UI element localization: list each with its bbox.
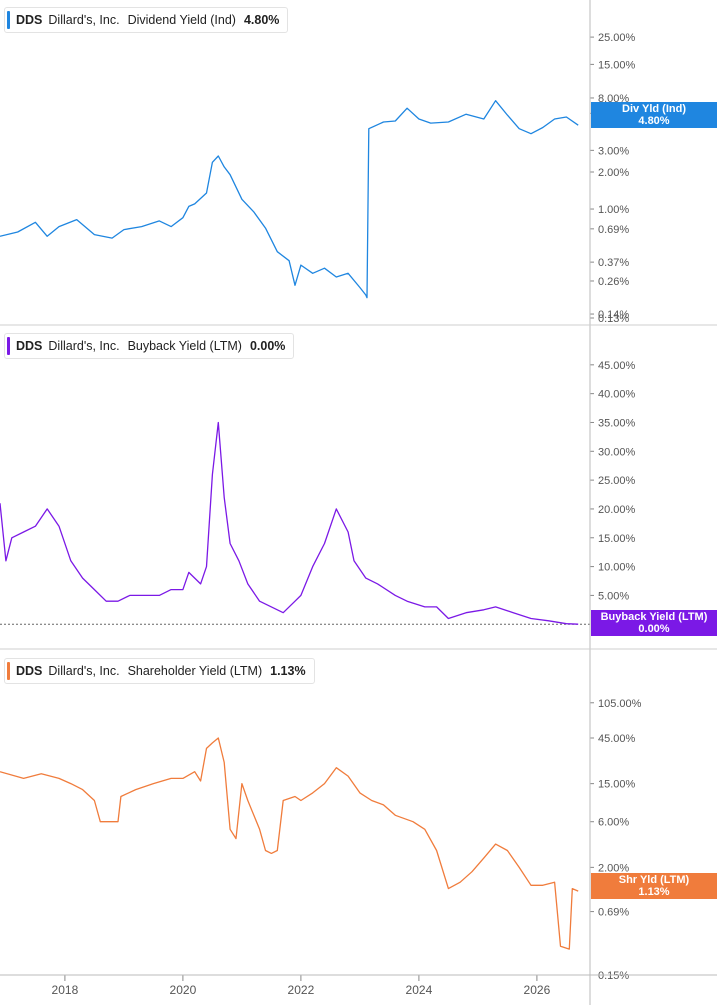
- x-tick-label: 2026: [524, 983, 551, 997]
- legend-ticker: DDS: [16, 13, 43, 27]
- tag-label: Shr Yld (LTM): [618, 874, 690, 886]
- tag-value: 4.80%: [638, 115, 670, 127]
- legend-ticker: DDS: [16, 664, 43, 678]
- y-tick-label: 20.00%: [598, 504, 636, 516]
- y-tick-label: 40.00%: [598, 389, 636, 401]
- series-line-buyback: [0, 421, 579, 625]
- y-tick-label: 0.15%: [598, 970, 629, 982]
- tag-label: Buyback Yield (LTM): [600, 611, 708, 623]
- y-tick-label: 8.00%: [598, 93, 629, 105]
- legend-color-bar: [7, 11, 10, 29]
- y-tick-label: 3.00%: [598, 145, 629, 157]
- legend-value: 4.80%: [243, 13, 280, 27]
- last-value-tag-dividend: Div Yld (Ind) 4.80%: [591, 102, 717, 128]
- tag-value: 1.13%: [638, 886, 670, 898]
- x-tick-label: 2018: [52, 983, 79, 997]
- y-tick-label: 15.00%: [598, 779, 636, 791]
- x-tick-label: 2020: [170, 983, 197, 997]
- y-tick-label: 25.00%: [598, 475, 636, 487]
- y-tick-label: 15.00%: [598, 59, 636, 71]
- legend-company: Dillard's, Inc.: [48, 664, 120, 678]
- y-tick-label: 45.00%: [598, 360, 636, 372]
- x-tick-label: 2024: [406, 983, 433, 997]
- last-value-tag-shareholder: Shr Yld (LTM) 1.13%: [591, 873, 717, 899]
- y-tick-label: 105.00%: [598, 698, 642, 710]
- y-tick-label: 35.00%: [598, 417, 636, 429]
- legend-metric: Buyback Yield (LTM): [127, 339, 242, 353]
- y-tick-label: 6.00%: [598, 817, 629, 829]
- y-tick-label: 15.00%: [598, 533, 636, 545]
- y-tick-label: 0.14%: [598, 309, 629, 321]
- legend-ticker: DDS: [16, 339, 43, 353]
- y-tick-label: 0.69%: [598, 224, 629, 236]
- y-tick-label: 0.69%: [598, 907, 629, 919]
- tag-value: 0.00%: [638, 623, 670, 635]
- y-tick-label: 2.00%: [598, 167, 629, 179]
- y-tick-label: 1.00%: [598, 204, 629, 216]
- series-line-dividend: [0, 100, 579, 299]
- legend-company: Dillard's, Inc.: [48, 339, 120, 353]
- legend-buyback[interactable]: DDS Dillard's, Inc. Buyback Yield (LTM) …: [4, 333, 295, 359]
- legend-metric: Dividend Yield (Ind): [127, 13, 236, 27]
- y-tick-label: 25.00%: [598, 32, 636, 44]
- legend-value: 0.00%: [249, 339, 286, 353]
- legend-value: 1.13%: [270, 664, 306, 678]
- x-tick-label: 2022: [288, 983, 315, 997]
- y-tick-label: 10.00%: [598, 562, 636, 574]
- legend-color-bar: [7, 337, 10, 355]
- y-tick-label: 0.37%: [598, 257, 629, 269]
- y-tick-label: 2.00%: [598, 862, 629, 874]
- legend-shareholder[interactable]: DDS Dillard's, Inc. Shareholder Yield (L…: [4, 658, 315, 684]
- last-value-tag-buyback: Buyback Yield (LTM) 0.00%: [591, 610, 717, 636]
- y-tick-label: 0.26%: [598, 276, 629, 288]
- legend-color-bar: [7, 662, 10, 680]
- legend-dividend[interactable]: DDS Dillard's, Inc. Dividend Yield (Ind)…: [4, 7, 289, 33]
- legend-company: Dillard's, Inc.: [48, 13, 120, 27]
- y-tick-label: 45.00%: [598, 733, 636, 745]
- y-tick-label: 30.00%: [598, 446, 636, 458]
- y-tick-label: 0.13%: [598, 313, 629, 325]
- y-tick-label: 5.00%: [598, 590, 629, 602]
- tag-label: Div Yld (Ind): [622, 103, 686, 115]
- series-layer: [0, 100, 579, 950]
- legend-metric: Shareholder Yield (LTM): [127, 664, 263, 678]
- series-line-shareholder: [0, 737, 579, 950]
